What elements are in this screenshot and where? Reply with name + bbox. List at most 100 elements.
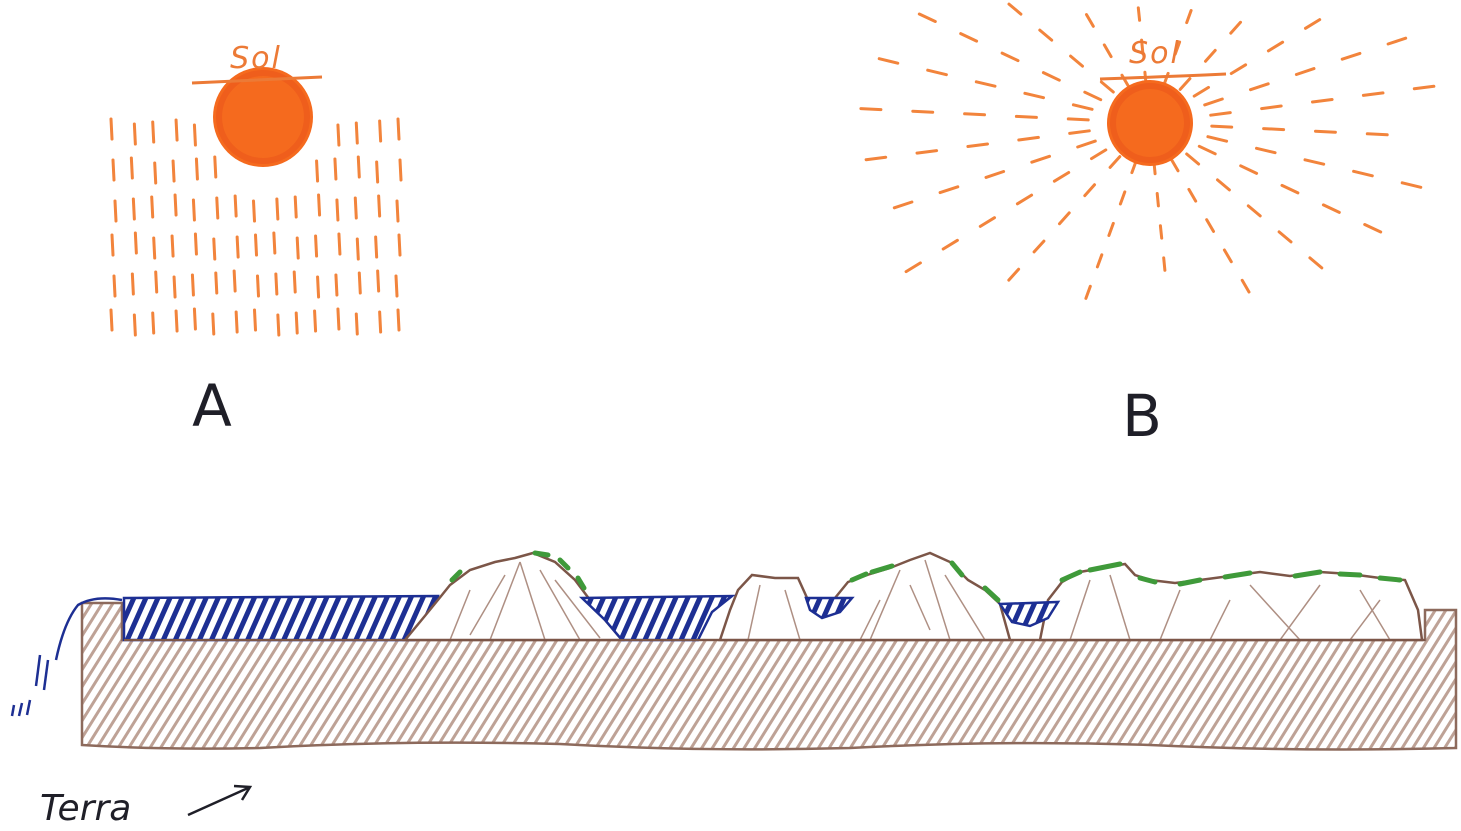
ray-dash — [1158, 224, 1164, 240]
ray-dash — [212, 237, 217, 261]
sun-b — [1107, 80, 1193, 166]
ray-dash — [211, 312, 216, 336]
ray-dash — [1314, 129, 1337, 134]
ray-dash — [337, 232, 342, 256]
ray-dash — [214, 271, 219, 295]
ray-dash — [131, 197, 136, 221]
ray-dash — [395, 199, 400, 223]
ray-dash — [1400, 181, 1423, 189]
mountain-2 — [718, 551, 1012, 642]
ray-dash — [313, 309, 318, 333]
ray-dash — [1240, 278, 1251, 294]
ray-dash — [959, 32, 979, 43]
ray-dash — [1262, 127, 1286, 132]
ray-dash — [1136, 6, 1142, 22]
ray-dash — [190, 273, 195, 297]
ray-dash — [355, 237, 360, 261]
ray-dash — [191, 198, 196, 222]
ray-dash — [911, 109, 935, 114]
ray-dash — [978, 216, 996, 228]
ray-dash — [397, 233, 402, 257]
ray-dash — [1118, 190, 1127, 206]
ray-dash — [1412, 84, 1436, 91]
ray-dash — [336, 307, 341, 331]
ray-dash — [353, 196, 358, 220]
ray-dash — [274, 272, 279, 296]
ray-dash — [1185, 9, 1193, 25]
ray-dash — [1197, 144, 1217, 156]
ray-dash — [109, 308, 114, 332]
waterfall — [10, 597, 123, 717]
ray-dash — [1017, 135, 1040, 142]
water-lake-2 — [804, 596, 855, 620]
ray-dash — [859, 107, 883, 112]
ray-dash — [1249, 82, 1270, 92]
ray-dash — [133, 231, 138, 255]
ray-dash — [1204, 48, 1217, 63]
ray-dash — [963, 112, 986, 117]
sun-a-shading — [216, 70, 310, 164]
water-lake-3 — [997, 600, 1061, 628]
ray-dash — [1162, 256, 1167, 272]
ray-dash — [1187, 187, 1198, 203]
ray-dash — [1277, 230, 1293, 244]
ray-dash — [1321, 203, 1341, 214]
ray-dash — [1014, 114, 1038, 119]
ray-dash — [376, 269, 381, 293]
ray-dash — [1386, 36, 1408, 46]
ray-dash — [396, 308, 401, 332]
ray-dash — [1280, 183, 1300, 195]
ray-dash — [1173, 40, 1182, 56]
ray-dash — [1099, 80, 1115, 94]
ray-dash — [1246, 204, 1262, 218]
ray-dash — [378, 310, 383, 334]
ray-dash — [152, 236, 157, 260]
ray-dash — [1209, 111, 1232, 117]
ray-dash — [1308, 256, 1324, 270]
ray-dash — [374, 235, 379, 259]
vegetation — [449, 550, 1403, 603]
ray-dash — [193, 232, 198, 256]
sun-a — [213, 67, 313, 167]
ray-dash — [1294, 67, 1316, 76]
ray-dash — [356, 155, 361, 179]
ray-dash — [1083, 183, 1096, 198]
ray-dash — [938, 185, 960, 195]
ray-dash — [1007, 2, 1023, 16]
ray-dash — [213, 155, 218, 179]
ray-dash — [316, 275, 321, 299]
water-ocean — [122, 594, 440, 642]
ray-dash — [915, 149, 939, 155]
ray-dash — [1352, 169, 1374, 178]
ray-dash — [113, 199, 118, 223]
ray-dash — [1185, 152, 1201, 166]
ray-dash — [1058, 211, 1071, 226]
sun-b-label: Sol — [1129, 36, 1181, 71]
ray-dash — [254, 233, 258, 257]
ray-dash — [966, 142, 989, 148]
ray-dash — [192, 307, 197, 331]
ray-dash — [1032, 239, 1046, 254]
ray-dash — [1340, 51, 1362, 61]
ray-dash — [294, 311, 299, 335]
ray-dash — [1361, 91, 1385, 97]
ray-dash — [1363, 223, 1383, 234]
ray-dash — [1066, 117, 1090, 122]
ray-dash — [1068, 129, 1091, 135]
ray-dash — [394, 274, 399, 298]
ray-dash — [1169, 157, 1180, 173]
ray-dash — [315, 159, 320, 183]
ray-dash — [1076, 139, 1097, 149]
ray-dash — [132, 122, 137, 146]
ray-dash — [1095, 253, 1104, 269]
ray-dash — [1303, 158, 1326, 166]
ray-dash — [378, 119, 383, 143]
ray-dash — [1210, 124, 1234, 129]
ray-dash — [272, 231, 277, 255]
panel-b-label: B — [1122, 382, 1162, 450]
earth-block — [80, 601, 1458, 751]
ray-dash — [334, 273, 339, 297]
ray-dash — [111, 158, 116, 182]
ray-dash — [1266, 40, 1285, 53]
ray-dash — [1108, 155, 1122, 169]
